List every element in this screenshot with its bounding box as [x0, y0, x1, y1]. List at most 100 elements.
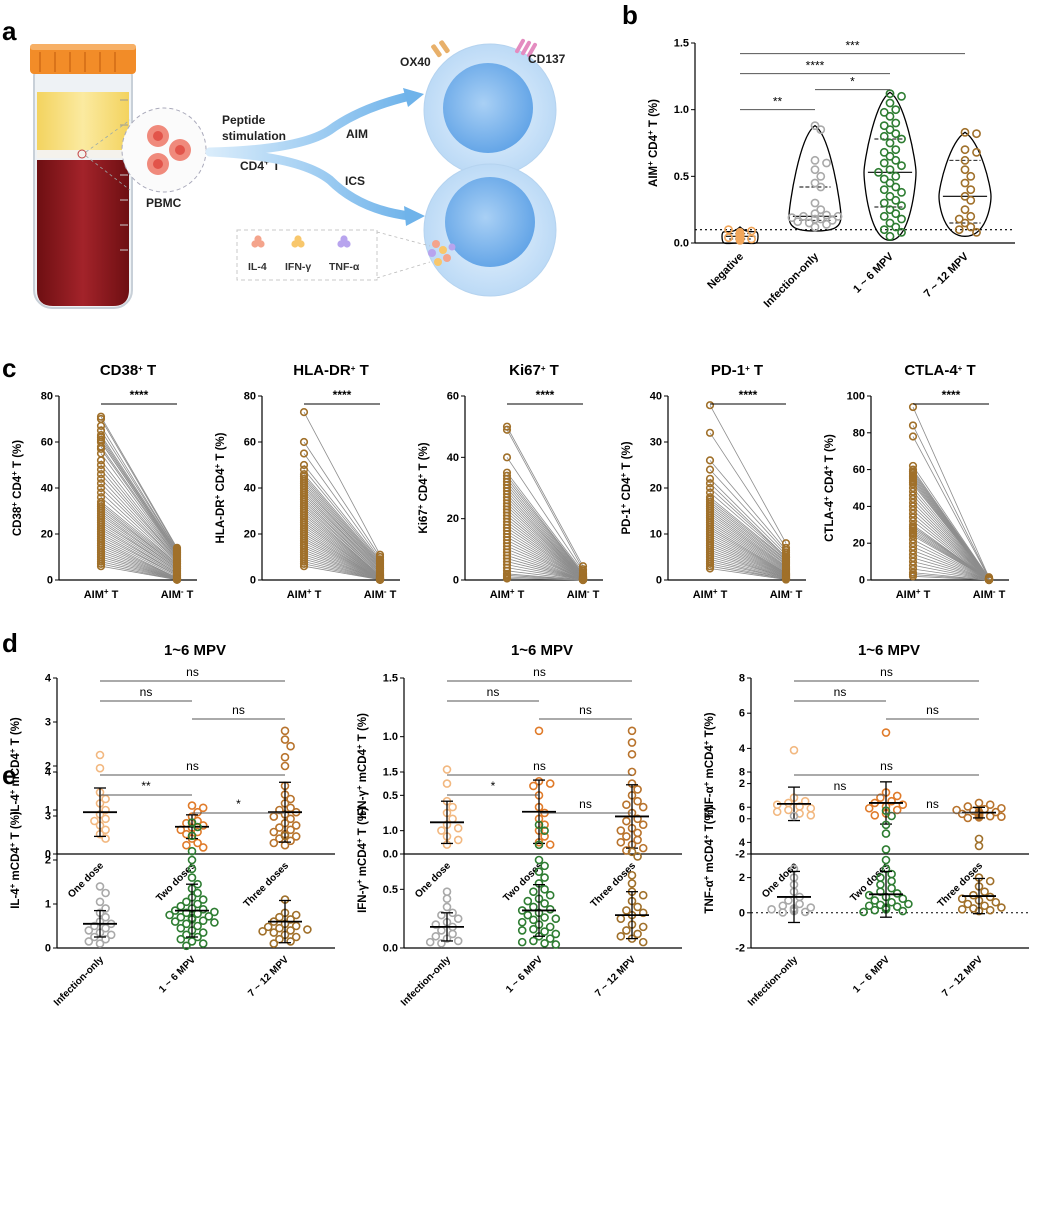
aim-pos-point: [502, 453, 512, 462]
pair-line: [912, 564, 990, 581]
chart-b-sig-label: **: [773, 95, 783, 109]
x-category-label: AIM- T: [161, 587, 194, 601]
data-point: [616, 826, 626, 835]
x-category-label: AIM- T: [567, 587, 600, 601]
chart-c4-ytick-label: 20: [650, 483, 662, 495]
data-point: [263, 922, 273, 932]
data-point: [280, 831, 290, 841]
pair-line: [506, 527, 584, 580]
data-point: [879, 198, 889, 208]
chart-d1-ytick-label: 0: [45, 849, 51, 861]
data-point: [517, 917, 527, 927]
data-point: [767, 904, 776, 914]
data-point: [176, 923, 186, 933]
data-point: [885, 98, 895, 108]
chart-c1-ylabel: CD38+ CD4+ T (%): [10, 440, 24, 536]
x-category-label: AIM+ T: [896, 587, 931, 601]
aim-neg-point: [984, 575, 994, 585]
data-point: [876, 880, 885, 889]
pair-line: [709, 522, 787, 572]
data-point: [204, 912, 214, 921]
pair-line: [506, 564, 584, 581]
chart-c5-ytick-label: 0: [859, 575, 865, 587]
data-point: [881, 820, 891, 830]
data-point: [280, 726, 290, 736]
data-point: [885, 205, 895, 215]
data-point: [954, 214, 964, 224]
data-point: [286, 814, 295, 824]
data-point: [176, 912, 186, 922]
pair-line: [100, 529, 178, 574]
chart-e3-ytick-label: 2: [739, 872, 745, 884]
data-point: [885, 231, 895, 241]
chart-c5-sig-label: ****: [942, 388, 961, 402]
pair-line: [506, 518, 584, 579]
pair-line: [506, 539, 584, 580]
data-point: [633, 785, 642, 794]
pair-line: [100, 478, 178, 561]
data-point: [960, 218, 970, 228]
chart-d1-sig-label: ns: [232, 703, 245, 717]
data-point: [95, 882, 105, 891]
data-point: [101, 805, 110, 815]
pair-line: [709, 517, 787, 570]
aim-pos-point: [96, 465, 106, 474]
pair-line: [709, 469, 787, 553]
data-point: [810, 209, 820, 219]
pair-line: [912, 575, 990, 581]
pair-line: [709, 526, 787, 573]
data-point: [627, 767, 637, 777]
data-point: [784, 805, 793, 815]
pair-line: [100, 510, 178, 568]
pair-line: [303, 441, 381, 558]
data-point: [291, 921, 301, 931]
aim-pos-point: [705, 474, 715, 483]
pair-line: [506, 426, 584, 567]
data-point: [633, 835, 642, 845]
chart-c5-ytick-label: 40: [853, 501, 865, 513]
data-point: [822, 158, 831, 168]
pair-line: [303, 547, 381, 580]
chart-d1-ylabel: IL-4+ mCD4+ T (%): [8, 717, 22, 815]
pair-line: [100, 496, 178, 565]
data-point: [966, 185, 976, 195]
data-point: [101, 912, 110, 922]
aim-label: AIM: [346, 127, 368, 141]
chart-b-ytick-label: 0.0: [674, 238, 689, 250]
legend-il4: IL-4: [248, 261, 267, 273]
data-point: [182, 919, 191, 929]
pair-line: [912, 520, 990, 580]
aim-pos-point: [96, 444, 106, 454]
data-point: [966, 222, 976, 232]
chart-e2-ylabel: IFN-γ+ mCD4+ T (%): [355, 807, 369, 913]
pair-line: [912, 513, 990, 580]
chart-d1-ytick-label: 2: [45, 761, 51, 773]
data-point: [963, 813, 973, 823]
x-category-label: AIM- T: [973, 587, 1006, 601]
chart-d3-ytick-label: 2: [739, 778, 745, 790]
data-point: [638, 802, 648, 812]
data-point: [286, 794, 295, 804]
data-point: [778, 908, 788, 917]
pair-line: [506, 533, 584, 580]
pair-line: [100, 565, 178, 581]
chart-d2-title: 1~6 MPV: [511, 642, 573, 659]
data-point: [616, 837, 626, 847]
pair-line: [506, 478, 584, 575]
data-point: [622, 800, 631, 810]
pair-line: [303, 464, 381, 561]
pair-line: [912, 436, 990, 579]
chart-d3-ylabel: TNF-α+ mCD4+ T(%): [702, 712, 716, 819]
chart-e1-ylabel: IL-4+ mCD4+ T (%): [8, 811, 22, 909]
chart-e3-ytick-label: 0: [739, 907, 745, 919]
data-point: [545, 890, 555, 900]
data-point: [442, 902, 452, 912]
pair-line: [709, 529, 787, 574]
pair-line: [506, 490, 584, 577]
data-point: [534, 867, 544, 877]
data-point: [198, 895, 208, 904]
pair-line: [100, 542, 178, 579]
pair-line: [506, 545, 584, 580]
pair-line: [506, 552, 584, 581]
data-point: [887, 796, 896, 806]
